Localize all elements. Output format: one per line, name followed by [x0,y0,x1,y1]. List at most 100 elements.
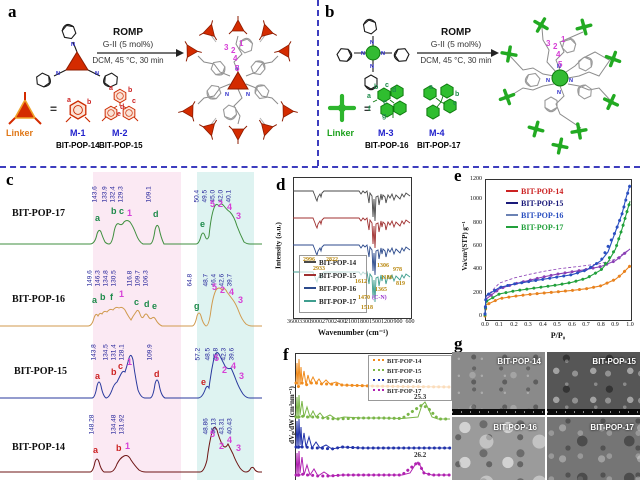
peak-number: 3 [238,295,244,305]
legend-label: BIT-POP-15 [521,199,564,208]
sem-image-bit-pop-16: BIT-POP-16 [452,417,545,480]
site-letter: c [132,98,136,105]
legend-label: BIT-POP-16 [319,285,357,293]
site-letter: d [120,104,125,111]
ftir-plot-frame [293,177,412,319]
band-annotation: 2996 [303,257,315,263]
pore-width-annotation: 25.3 [414,393,427,401]
legend-label: BIT-POP-14 [319,259,357,267]
nmr-trace-bit-pop-15 [0,352,262,399]
peak-letter: d [154,369,160,379]
chemical-shift: 130.5 [110,270,118,287]
monomer-name: M-2 [112,128,128,138]
nmr-trace-bit-pop-14 [0,426,262,473]
site-letter: a [367,93,371,100]
romp-label: ROMP [441,27,471,38]
n-atom-label: N [370,64,374,70]
n-atom-label: N [557,90,561,96]
polymer-name: BIT-POP-16 [365,141,409,150]
peak-letter: d [144,299,150,309]
peak-letter: e [201,377,207,387]
peak-letter: c [118,361,124,371]
chemical-shift: 109.1 [145,186,153,203]
panel-a: a [0,0,317,166]
panel-b-label: b [325,2,335,21]
x-tick: 3600 [287,319,299,325]
site-number: 2 [553,42,558,51]
chemical-shift: 48.5 [204,347,212,361]
site-letter: g [382,113,387,120]
panel-e: e Va/cm³(STP) g⁻¹ 0 200 400 600 800 1000… [448,164,640,342]
x-tick: 0.1 [495,322,503,328]
legend-swatch [304,287,316,289]
chemical-shift: 106.3 [142,270,150,287]
reaction-scheme-a-svg: N N N N N N [8,15,300,145]
site-letter: c [453,100,457,107]
x-tick: 0.8 [597,322,605,328]
site-letter: b [455,91,460,98]
romp-label: ROMP [113,27,143,38]
peak-number: 2 [220,285,226,295]
peak-number: 4 [229,287,235,297]
legend-label: BIT-POP-16 [521,211,564,220]
site-letter: f [368,106,371,113]
pore-width-annotation: 26.2 [414,451,427,459]
n-atom-label: N [546,78,550,84]
chemical-shift: 146.3 [94,270,102,287]
x-tick: 900 [393,319,403,325]
peak-letter: c [134,297,140,307]
panel-f: f dVₚ/dW (cm³nm⁻¹) BIT-POP-14 BIT-POP-15… [282,345,453,480]
site-letter: a [429,84,433,91]
peak-number: 3 [239,371,245,381]
band-annotation: 978 [393,267,402,273]
peak-number: 5 [210,429,216,439]
n-atom-label: N [246,92,250,98]
sem-image-bit-pop-17: BIT-POP-17 [547,417,640,480]
sem-image-bit-pop-15: BIT-POP-15 [547,352,640,415]
y-tick: 400 [473,266,482,272]
legend-swatch [304,274,316,276]
conditions-label: DCM, 45 °C, 30 min [92,56,164,65]
chemical-shift: 57.2 [194,347,202,361]
panel-f-label: f [283,345,289,364]
site-letter: e [383,99,387,106]
chemical-shift: 149.6 [86,270,94,287]
site-number: 4 [233,54,238,63]
nmr-spectrum-bit-pop-17: BIT-POP-17 143.6 133.9 132.4 129.3 109.1… [0,172,262,250]
chemical-shift: 143.6 [91,186,99,203]
x-tick: 600 [405,319,415,325]
legend-label: BIT-POP-17 [319,298,357,306]
peak-number: 5 [214,353,220,363]
chemical-shift: 134.5 [102,344,110,361]
peak-letter: a [93,445,99,455]
x-tick: 2700 [322,319,334,325]
y-tick: 800 [473,220,482,226]
site-number: 3 [546,39,551,48]
chemical-shift: 129.3 [117,186,125,203]
peak-number: 3 [236,443,242,453]
legend-swatch [373,379,384,381]
peak-number: 1 [127,357,133,367]
n-atom-label: N [361,51,365,57]
peak-letter: b [111,206,117,216]
panel-d-label: d [276,175,286,194]
legend-swatch [506,202,518,204]
x-tick: 0.4 [539,322,547,328]
chemical-shift: 109.7 [134,270,142,287]
y-tick: 1000 [470,196,482,202]
chemical-shift: 40.43 [226,418,234,435]
site-number: 2 [231,46,236,55]
x-tick: 1800 [357,319,369,325]
band-annotation: 1518 [361,305,373,311]
x-tick: 2400 [334,319,346,325]
x-tick: 0.3 [524,322,532,328]
legend-swatch [506,214,518,216]
peak-letter: a [92,295,98,305]
isotherm-x-axis-label: P/P₀ [550,331,566,340]
catalyst-label: G-II (5 mol%) [102,39,154,49]
monomer-name: M-4 [429,128,445,138]
chemical-shift: 133.9 [101,186,109,203]
y-tick: 200 [473,290,482,296]
x-tick: 1200 [381,319,393,325]
